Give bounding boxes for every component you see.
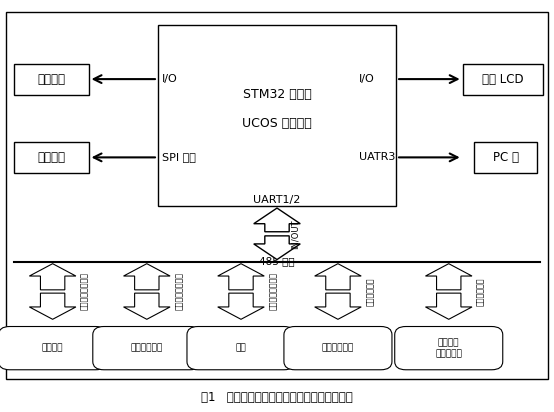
Text: UATR3: UATR3: [359, 152, 396, 162]
Text: 如：空调: 如：空调: [42, 344, 63, 353]
Text: 防盗: 防盗: [235, 344, 247, 353]
Text: 新设备或
方案的升级: 新设备或 方案的升级: [435, 338, 462, 358]
FancyBboxPatch shape: [463, 64, 543, 95]
Text: 语音模块: 语音模块: [37, 151, 65, 164]
Polygon shape: [124, 264, 170, 290]
Text: 装饰灯、音响: 装饰灯、音响: [322, 344, 354, 353]
FancyBboxPatch shape: [284, 326, 392, 370]
FancyBboxPatch shape: [158, 25, 396, 206]
Polygon shape: [29, 293, 76, 319]
FancyBboxPatch shape: [394, 326, 503, 370]
FancyBboxPatch shape: [474, 142, 537, 173]
Polygon shape: [425, 264, 472, 290]
Text: 遥控可调设备: 遥控可调设备: [366, 277, 375, 306]
Text: IN/OUT: IN/OUT: [291, 219, 300, 249]
Text: UCOS 操作系统: UCOS 操作系统: [242, 117, 312, 130]
Text: 信息反馈可调设备: 信息反馈可调设备: [80, 272, 89, 311]
Text: STM32 处理器: STM32 处理器: [243, 88, 311, 101]
Polygon shape: [218, 293, 264, 319]
Text: 窗帘、浇花器: 窗帘、浇花器: [131, 344, 163, 353]
Polygon shape: [315, 264, 361, 290]
Text: 预留升级接口: 预留升级接口: [476, 277, 485, 306]
Text: I/O: I/O: [162, 74, 177, 84]
Text: I/O: I/O: [359, 74, 375, 84]
FancyBboxPatch shape: [14, 64, 89, 95]
Polygon shape: [254, 208, 300, 232]
FancyBboxPatch shape: [14, 142, 89, 173]
FancyBboxPatch shape: [187, 326, 295, 370]
Polygon shape: [254, 236, 300, 260]
Text: 键盘 LCD: 键盘 LCD: [482, 73, 524, 86]
Text: 图1   智能家居电话远程控制器系统结构示意图: 图1 智能家居电话远程控制器系统结构示意图: [201, 391, 353, 404]
Polygon shape: [124, 293, 170, 319]
Polygon shape: [425, 293, 472, 319]
Text: 485 总线: 485 总线: [259, 256, 295, 266]
Text: 电话模块: 电话模块: [37, 73, 65, 86]
Polygon shape: [218, 264, 264, 290]
Polygon shape: [315, 293, 361, 319]
Text: 信息检测自控设备: 信息检测自控设备: [175, 272, 183, 311]
Text: SPI 总线: SPI 总线: [162, 152, 196, 162]
FancyBboxPatch shape: [0, 326, 106, 370]
Text: UART1/2: UART1/2: [253, 195, 301, 205]
FancyBboxPatch shape: [6, 12, 548, 379]
Polygon shape: [29, 264, 76, 290]
Text: PC 机: PC 机: [493, 151, 519, 164]
FancyBboxPatch shape: [93, 326, 201, 370]
Text: 信息检测报警设备: 信息检测报警设备: [269, 272, 278, 311]
